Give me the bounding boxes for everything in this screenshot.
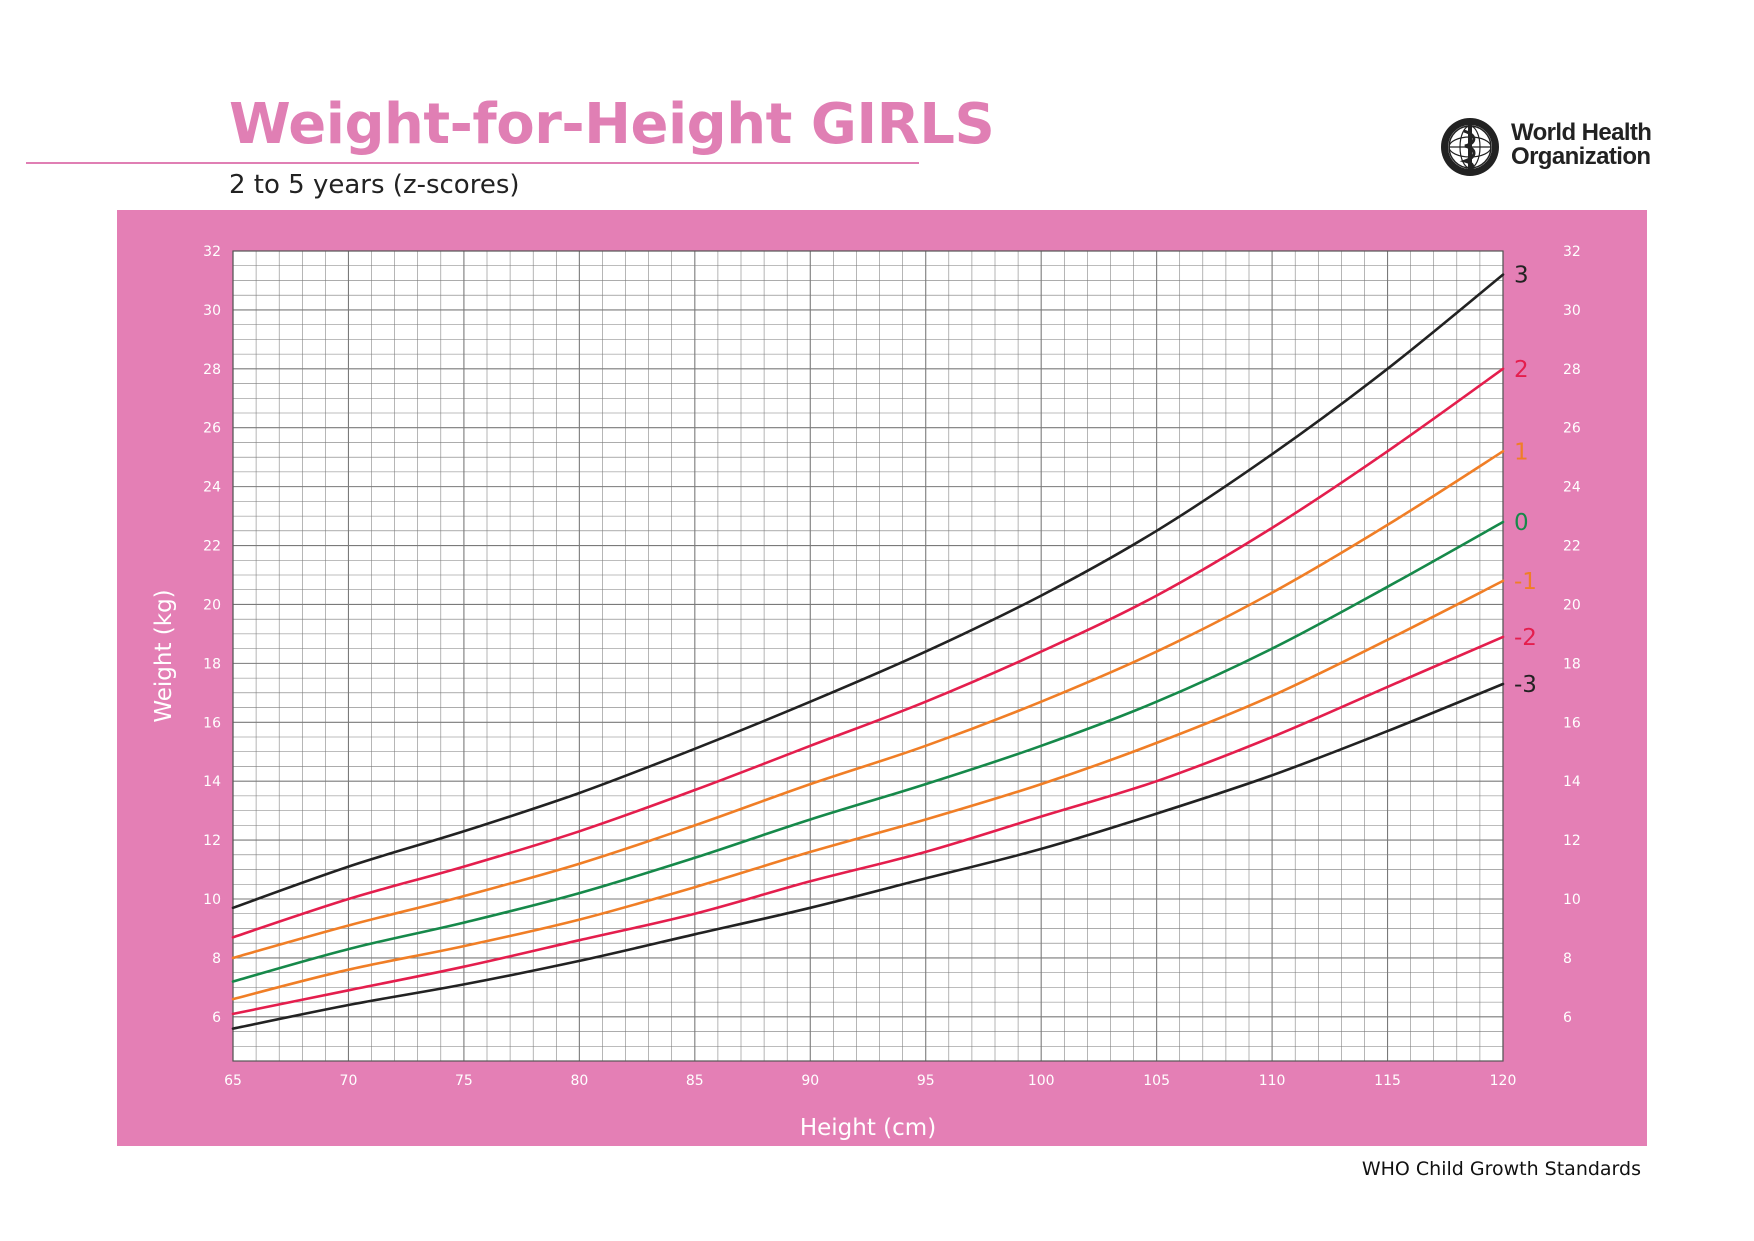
grid-minor [233,251,1503,1061]
x-tick-label: 75 [455,1073,473,1089]
y-tick-label-right: 16 [1563,715,1581,731]
y-tick-label-right: 10 [1563,892,1581,908]
series-line-z1 [231,450,1505,960]
y-tick-label-right: 20 [1563,597,1581,613]
x-tick-label: 65 [224,1073,242,1089]
y-tick-label-right: 14 [1563,774,1581,790]
logo-text-line1: World Health [1511,119,1652,146]
series-line-z-1 [231,579,1505,1001]
z-score-label: 1 [1514,439,1529,465]
x-tick-label: 105 [1143,1073,1170,1089]
y-tick-label-left: 8 [212,951,221,967]
y-axis-left: 6 8 10 12 14 16 18 20 22 24 26 28 30 32 [203,244,221,1026]
x-axis: 65 70 75 80 85 90 95 100 105 110 115 120 [224,1073,1516,1089]
x-tick-label: 100 [1028,1073,1055,1089]
x-axis-label: Height (cm) [800,1115,936,1141]
title-underline [26,162,919,164]
y-tick-label-right: 12 [1563,833,1581,849]
series-line-z-3 [231,682,1505,1030]
y-tick-label-right: 30 [1563,303,1581,319]
z-score-label: 3 [1514,263,1529,289]
y-tick-label-right: 22 [1563,539,1581,555]
y-tick-label-left: 18 [203,656,221,672]
y-tick-label-left: 30 [203,303,221,319]
x-tick-label: 120 [1490,1073,1517,1089]
x-tick-label: 85 [686,1073,704,1089]
y-tick-label-left: 12 [203,833,221,849]
plot-frame [232,250,1504,1062]
plot-area [233,251,1503,1061]
x-tick-label: 115 [1374,1073,1401,1089]
y-tick-label-left: 24 [203,480,221,496]
y-tick-label-right: 28 [1563,362,1581,378]
logo-text-line2: Organization [1511,143,1651,170]
x-tick-label: 110 [1259,1073,1286,1089]
y-tick-label-left: 20 [203,597,221,613]
x-tick-label: 90 [801,1073,819,1089]
y-tick-label-right: 6 [1563,1010,1572,1026]
y-tick-label-left: 6 [212,1010,221,1026]
y-tick-label-right: 18 [1563,656,1581,672]
y-tick-label-left: 22 [203,539,221,555]
x-tick-label: 80 [570,1073,588,1089]
z-score-labels: 3 2 1 0 -1 -2 -3 [1514,263,1537,698]
y-tick-label-left: 16 [203,715,221,731]
y-tick-label-left: 32 [203,244,221,260]
footer-credit: WHO Child Growth Standards [1361,1158,1641,1180]
y-tick-label-right: 24 [1563,480,1581,496]
who-logo: World Health Organization [1437,115,1652,179]
series-line-z-2 [231,635,1505,1016]
y-axis-right: 6 8 10 12 14 16 18 20 22 24 26 28 30 32 [1563,244,1581,1026]
y-tick-label-right: 32 [1563,244,1581,260]
x-tick-label: 95 [917,1073,935,1089]
y-tick-label-left: 26 [203,421,221,437]
z-score-label: -3 [1514,672,1537,698]
z-score-label: -2 [1514,625,1537,651]
y-tick-label-right: 26 [1563,421,1581,437]
y-tick-label-left: 14 [203,774,221,790]
series-lines [231,273,1505,1030]
x-tick-label: 70 [340,1073,358,1089]
y-tick-label-left: 28 [203,362,221,378]
z-score-label: 2 [1514,357,1529,383]
series-line-z3 [231,273,1505,910]
z-score-label: -1 [1514,569,1537,595]
y-tick-label-right: 8 [1563,951,1572,967]
y-axis-label: Weight (kg) [151,589,177,722]
y-tick-label-left: 10 [203,892,221,908]
series-line-z0 [231,520,1505,983]
who-emblem-icon [1441,118,1499,176]
z-score-label: 0 [1514,510,1529,536]
series-line-z2 [231,367,1505,939]
page-subtitle: 2 to 5 years (z-scores) [229,170,520,200]
who-logo-text: World Health Organization [1511,119,1652,170]
page-title: Weight-for-Height GIRLS [229,92,995,157]
